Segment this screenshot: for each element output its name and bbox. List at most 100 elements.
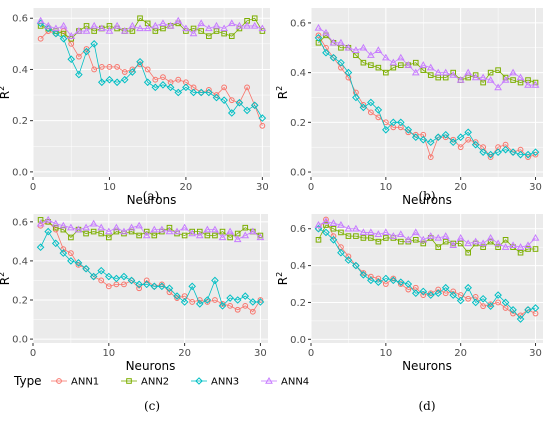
data-point [383, 69, 389, 76]
data-point [374, 46, 383, 53]
panel-d: 0 10 20 30 0.0 0.2 0.4 0.6 Neurons R2 (d) [275, 214, 543, 413]
data-point [235, 21, 244, 29]
data-point [314, 34, 323, 42]
data-point [67, 223, 75, 231]
panel-a: 0 10 20 30 0.0 0.2 0.4 0.6 Neurons R2 (a) [0, 8, 270, 207]
data-point [464, 239, 473, 247]
data-point [367, 228, 375, 236]
legend-label: ANN1 [71, 377, 99, 388]
data-point [60, 246, 67, 253]
data-point [166, 289, 173, 296]
data-point [166, 21, 175, 29]
data-point [367, 51, 375, 58]
data-point [315, 32, 322, 39]
data-point [494, 148, 502, 156]
data-point [345, 253, 352, 260]
data-point [509, 68, 517, 76]
series-ann3 [36, 19, 267, 122]
data-point [159, 81, 167, 89]
data-point [495, 67, 501, 73]
data-point [516, 243, 525, 250]
data-point [159, 19, 167, 27]
data-point [165, 227, 174, 235]
data-point [228, 97, 235, 104]
panel-label: (c) [144, 399, 160, 413]
data-point [197, 19, 206, 27]
data-point [52, 29, 60, 38]
y-tick-label: 0.2 [12, 116, 28, 127]
data-point [166, 224, 173, 231]
data-point [51, 219, 60, 227]
data-point [226, 227, 234, 235]
data-point [434, 68, 443, 76]
data-point [382, 274, 390, 283]
y-tick-label: 0.6 [12, 14, 28, 25]
y-tick-label: 0.2 [290, 118, 306, 129]
x-tick-label: 30 [256, 182, 269, 193]
data-point [67, 257, 75, 265]
panel-label: (a) [143, 189, 160, 203]
data-point [435, 244, 442, 250]
data-point [197, 88, 206, 97]
data-point [525, 246, 531, 252]
data-point [396, 118, 405, 127]
data-point [74, 225, 83, 233]
series-ann4 [314, 23, 540, 91]
data-point [158, 282, 166, 291]
data-point [196, 297, 203, 303]
data-point [249, 298, 257, 306]
data-point [501, 298, 510, 307]
data-point [330, 225, 337, 232]
data-point [180, 298, 189, 306]
data-point [465, 295, 472, 302]
data-point [389, 58, 398, 66]
y-axis-label: R2 [275, 86, 290, 99]
data-point [396, 230, 405, 237]
data-point [517, 312, 524, 319]
data-point [218, 233, 227, 241]
x-axis-label: Neurons [127, 193, 177, 207]
data-point [456, 133, 465, 142]
y-tick-label: 0.2 [12, 296, 28, 307]
data-point [517, 249, 524, 256]
data-point [242, 224, 249, 231]
data-point [419, 235, 428, 243]
data-point [211, 225, 219, 233]
data-point [487, 238, 494, 245]
data-point [104, 227, 113, 235]
y-tick-label: 0.6 [12, 217, 28, 228]
data-point [91, 28, 97, 34]
data-point [206, 33, 212, 39]
data-point [36, 16, 45, 24]
y-tick-label: 0.4 [12, 65, 28, 76]
data-point [242, 302, 249, 309]
legend-key-marker [265, 376, 273, 384]
data-point [129, 28, 136, 34]
legend-entry-ann3: ANN3 [191, 377, 239, 388]
data-point [241, 231, 250, 239]
data-point [105, 75, 114, 84]
data-point [398, 62, 404, 68]
data-point [486, 233, 495, 241]
y-axis-label-superscript: 2 [0, 86, 6, 91]
data-point [367, 276, 375, 285]
data-point [479, 294, 487, 303]
legend-entry-ann4: ANN4 [261, 377, 309, 388]
data-point [441, 130, 450, 139]
data-point [83, 230, 89, 237]
data-point [509, 148, 517, 156]
data-point [486, 150, 495, 159]
data-point [105, 27, 114, 34]
legend-key-marker [195, 377, 203, 385]
data-point [44, 21, 53, 29]
y-axis-label: R2 [0, 86, 12, 99]
data-point [381, 228, 390, 236]
data-point [82, 223, 90, 231]
plot-background [311, 214, 543, 343]
data-point [323, 216, 329, 223]
legend: Type ANN1 ANN2 ANN3 ANN4 [13, 374, 309, 388]
data-point [220, 24, 228, 32]
data-point [212, 297, 218, 303]
x-tick-label: 30 [254, 348, 267, 359]
data-point [114, 63, 120, 70]
